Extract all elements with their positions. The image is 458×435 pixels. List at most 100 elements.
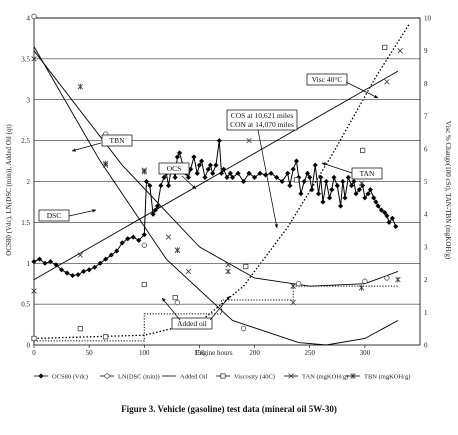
ocs80-point	[130, 234, 136, 240]
ocs80-point	[307, 174, 313, 181]
cos-con-leader	[257, 129, 278, 229]
legend-label: OCS80 (Vdc)	[52, 374, 88, 381]
tbn-mgkoh-g-point	[174, 247, 181, 254]
legend-item-viscosity-40c: Viscosity (40C)	[216, 373, 275, 381]
ocs80-point	[81, 268, 87, 275]
viscosity-40c-point	[77, 326, 83, 332]
viscosity-40c-point	[293, 177, 300, 183]
added-oil-leader-2-head	[226, 296, 230, 300]
ocs80-point	[218, 170, 225, 176]
ocs80-point	[367, 187, 373, 193]
legend-label: TAN (mgKOH/g)	[302, 374, 348, 381]
legend-label: Added Oil	[180, 374, 207, 381]
ocs80-point	[365, 191, 371, 197]
y-left-tick-label: 0	[27, 342, 31, 350]
ocs80-point	[257, 170, 263, 176]
viscosity-40c-point	[31, 335, 37, 342]
ln-dsc-min-point	[141, 242, 147, 248]
ocs80-point	[114, 248, 120, 254]
ocs80-point	[194, 170, 200, 176]
y-left-tick-label: 3	[27, 96, 31, 104]
cos-annotation: COS at 10,621 miles	[231, 111, 294, 120]
legend-label: Viscosity (40C)	[234, 374, 275, 381]
ln-dsc-min-point	[240, 325, 247, 332]
ocs80-point	[326, 195, 333, 201]
ocs80-point	[158, 182, 164, 189]
ocs80-point	[345, 174, 351, 181]
viscosity-40c-point	[360, 147, 366, 154]
trend-line-viscosity-40c-	[33, 24, 410, 340]
ocs80-point	[196, 162, 203, 168]
viscosity-40c-point	[141, 281, 147, 288]
tan-mgkoh-g-point	[31, 288, 37, 294]
ocs80-point	[150, 211, 156, 217]
ocs80-point	[373, 199, 379, 205]
ocs80-point	[349, 182, 355, 189]
ocs80-point	[356, 187, 362, 193]
ln-dsc-min-point	[384, 275, 390, 281]
ocs80-point	[360, 182, 366, 189]
ocs80-point	[92, 264, 98, 270]
y-right-tick-label: 2	[424, 276, 428, 284]
ocs80-point	[161, 174, 167, 181]
annotations: Visc 40°C TBN TAN OCS DSC Added oil COS at 10,…	[38, 73, 383, 330]
tan-mgkoh-g-point	[246, 137, 252, 144]
ocs80-point	[191, 154, 197, 160]
ocs80-point	[207, 162, 214, 168]
ocs80-point	[293, 158, 300, 164]
tan-mgkoh-g-point	[77, 252, 84, 258]
viscosity-40c-point	[382, 44, 388, 51]
viscosity-40c-point	[103, 334, 109, 340]
ocs80-point	[329, 187, 335, 193]
ocs80-point	[69, 272, 76, 279]
x-axis-label: Engine hours	[195, 349, 232, 357]
y-right-tick-label: 10	[424, 15, 432, 23]
ocs80-point	[103, 256, 109, 262]
tbn-mgkoh-g-point	[358, 284, 365, 291]
ocs80-point	[382, 209, 388, 216]
legend-label: TBN (mgKOH/g)	[364, 374, 410, 381]
ocs80-point	[185, 174, 192, 181]
ocs80-point	[174, 154, 180, 160]
ocs80-point	[229, 174, 236, 181]
visc-annotation: Visc 40°C	[312, 75, 343, 84]
trend-line-tan-mgkoh-g-	[33, 70, 399, 280]
visc-annotation-box	[306, 73, 348, 86]
ocs80-point	[318, 174, 324, 181]
y-right-tick-label: 3	[424, 243, 428, 251]
y-right-tick-label: 5	[424, 178, 428, 186]
series-tbn-mgkoh-g	[31, 55, 401, 291]
tbn-mgkoh-g-point	[103, 160, 109, 167]
added-oil-leader-2	[209, 295, 231, 321]
ocs80-point	[340, 178, 346, 185]
ocs80-point	[152, 207, 158, 213]
ocs80-point	[154, 203, 161, 209]
visc-leader	[345, 81, 379, 99]
ocs80-point	[86, 267, 92, 273]
ocs80-point	[353, 191, 359, 197]
ocs80-point	[287, 182, 293, 189]
tbn-mgkoh-g-point	[77, 83, 84, 90]
ocs80-point	[304, 170, 311, 176]
y-right-tick-label: 7	[424, 113, 428, 121]
legend-marker	[288, 373, 294, 379]
ocs80-point	[323, 178, 329, 185]
x-tick-label: 0	[32, 349, 36, 357]
ocs-annotation-box	[158, 162, 190, 175]
ocs80-point	[136, 237, 142, 243]
tan-mgkoh-g-point	[225, 262, 231, 268]
ln-dsc-min-point	[31, 13, 37, 20]
tbn-mgkoh-g-point	[31, 55, 37, 62]
ocs80-point	[274, 174, 280, 181]
x-tick-label: 100	[139, 349, 150, 357]
ocs80-point	[301, 178, 307, 185]
ocs80-point	[97, 260, 103, 266]
tan-annotation: TAN	[360, 169, 375, 178]
ln-dsc-min-point	[295, 280, 302, 287]
trend-line-ln-dsc-min-	[33, 46, 399, 346]
ocs80-point	[334, 182, 340, 189]
ocs80-point	[143, 178, 150, 185]
legend-marker	[104, 373, 110, 379]
